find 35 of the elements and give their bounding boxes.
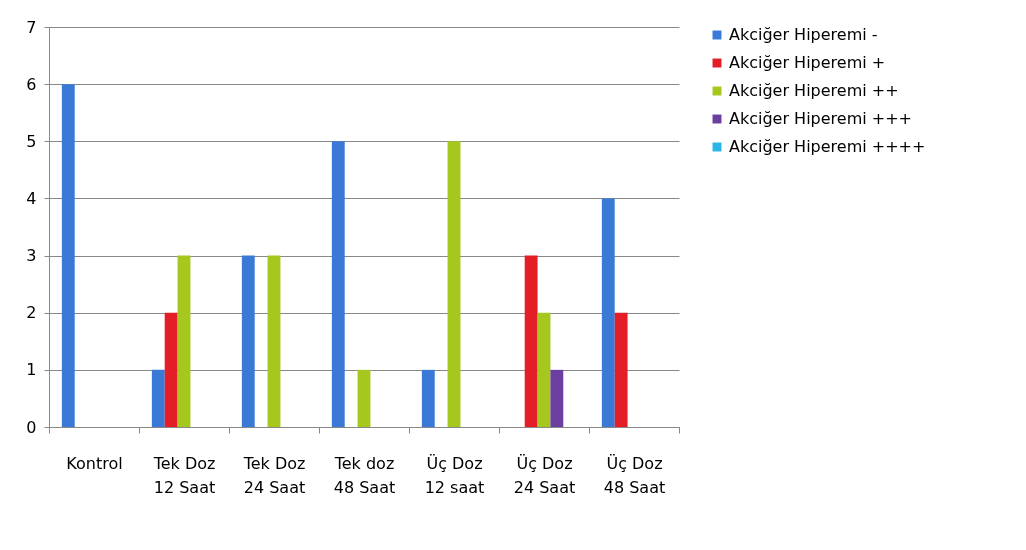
x-tick-label: Kontrol [66, 453, 123, 473]
x-tick-label: Tek Doz 12 Saat [152, 453, 216, 497]
y-tick-label: 7 [26, 17, 37, 37]
legend-label: Akciğer Hiperemi ++ [729, 81, 899, 100]
bar [357, 369, 371, 427]
bar [61, 84, 75, 427]
bar [151, 369, 165, 427]
bar [267, 255, 281, 427]
y-tick-label: 3 [26, 246, 37, 266]
legend-label: Akciğer Hiperemi +++ [729, 109, 912, 128]
y-tick-label: 1 [26, 360, 37, 380]
bar [447, 141, 461, 427]
legend-label: Akciğer Hiperemi ++++ [729, 137, 926, 156]
bar [614, 312, 628, 427]
x-tick-label: Üç Doz 48 Saat [603, 453, 666, 497]
x-tick-label: Tek Doz 24 Saat [242, 453, 306, 497]
bar [537, 312, 551, 427]
x-tick-label: Tek doz 48 Saat [333, 453, 396, 497]
x-tick-label: Üç Doz 12 saat [424, 453, 485, 497]
bar [601, 198, 615, 427]
bar [241, 255, 255, 427]
y-tick-label: 5 [26, 131, 37, 151]
legend-label: Akciğer Hiperemi + [729, 53, 886, 72]
bar [421, 369, 435, 427]
legend-label: Akciğer Hiperemi - [729, 25, 878, 44]
bar [177, 255, 191, 427]
y-tick-label: 4 [26, 188, 37, 208]
bar [331, 141, 345, 427]
bar [524, 255, 538, 427]
bar [550, 369, 564, 427]
y-tick-label: 0 [26, 417, 37, 437]
x-tick-label: Üç Doz 24 Saat [513, 453, 576, 497]
bar [164, 312, 178, 427]
y-tick-label: 2 [26, 303, 37, 323]
y-tick-label: 6 [26, 74, 37, 94]
